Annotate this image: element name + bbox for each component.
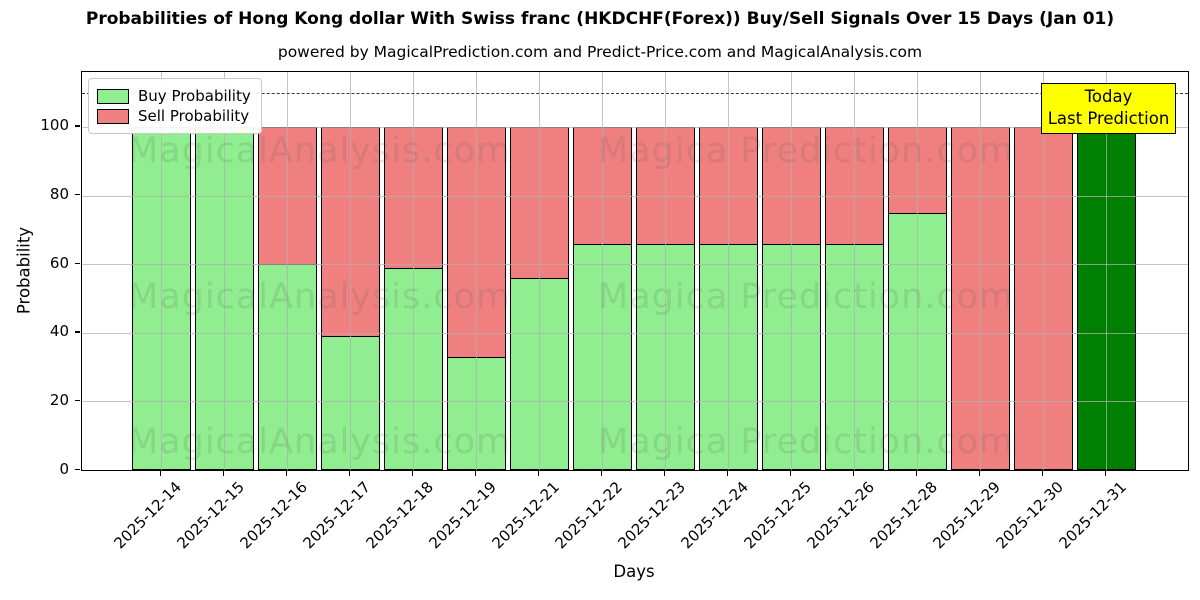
chart-title: Probabilities of Hong Kong dollar With S… — [85, 9, 1115, 29]
vertical-gridline — [287, 72, 288, 470]
vertical-gridline — [665, 72, 666, 470]
x-tick-mark — [790, 470, 792, 476]
x-tick-label: 2025-12-30 — [992, 478, 1067, 553]
vertical-gridline — [728, 72, 729, 470]
legend-label-buy: Buy Probability — [138, 87, 251, 105]
vertical-gridline — [1043, 72, 1044, 470]
x-tick-label: 2025-12-22 — [551, 478, 626, 553]
plot-area: Buy Probability Sell Probability Today L… — [81, 71, 1189, 471]
y-tick-label: 100 — [40, 116, 69, 135]
x-tick-mark — [160, 470, 162, 476]
x-tick-mark — [223, 470, 225, 476]
x-tick-mark — [286, 470, 288, 476]
x-tick-label: 2025-12-17 — [299, 478, 374, 553]
x-tick-mark — [1105, 470, 1107, 476]
x-tick-mark — [601, 470, 603, 476]
buy-swatch — [97, 88, 129, 104]
today-annotation-line1: Today — [1084, 87, 1133, 106]
x-axis-label: Days — [613, 562, 655, 581]
y-tick-label: 60 — [49, 253, 69, 272]
x-tick-label: 2025-12-21 — [488, 478, 563, 553]
legend: Buy Probability Sell Probability — [88, 78, 262, 134]
y-tick-mark — [75, 399, 80, 402]
x-tick-label: 2025-12-16 — [236, 478, 311, 553]
y-tick-label: 20 — [49, 390, 69, 409]
watermark-magicaprediction: Magica Prediction.com — [598, 277, 1015, 317]
x-tick-mark — [349, 470, 351, 476]
x-tick-mark — [1042, 470, 1044, 476]
vertical-gridline — [1106, 72, 1107, 470]
y-tick-mark — [75, 262, 80, 265]
vertical-gridline — [350, 72, 351, 470]
x-tick-label: 2025-12-25 — [740, 478, 815, 553]
legend-item-sell: Sell Probability — [97, 107, 251, 125]
dashed-threshold-line — [82, 92, 1188, 94]
y-tick-label: 0 — [59, 459, 69, 478]
x-tick-label: 2025-12-31 — [1055, 478, 1130, 553]
y-tick-mark — [75, 194, 80, 196]
legend-item-buy: Buy Probability — [97, 87, 251, 105]
vertical-gridline — [413, 72, 414, 470]
x-tick-label: 2025-12-23 — [614, 478, 689, 553]
y-tick-mark — [75, 468, 80, 470]
vertical-gridline — [539, 72, 540, 470]
today-annotation-line2: Last Prediction — [1047, 108, 1170, 128]
x-tick-mark — [664, 470, 666, 476]
watermark-magicaprediction: Magica Prediction.com — [598, 131, 1015, 171]
x-tick-label: 2025-12-24 — [677, 478, 752, 553]
x-tick-mark — [979, 470, 981, 476]
watermark-magicalanalysis: MagicalAnalysis.com — [128, 277, 512, 317]
watermark-magicaprediction: Magica Prediction.com — [598, 422, 1015, 462]
vertical-gridline — [161, 72, 162, 470]
horizontal-gridline — [82, 126, 1188, 128]
horizontal-gridline — [82, 264, 1188, 266]
x-tick-label: 2025-12-18 — [362, 478, 437, 553]
horizontal-gridline — [82, 195, 1188, 197]
vertical-gridline — [980, 72, 981, 470]
x-tick-mark — [475, 470, 477, 476]
vertical-gridline — [854, 72, 855, 470]
x-tick-label: 2025-12-26 — [803, 478, 878, 553]
vertical-gridline — [602, 72, 603, 470]
x-tick-label: 2025-12-14 — [110, 478, 185, 553]
y-tick-mark — [75, 125, 80, 127]
y-tick-mark — [75, 331, 80, 333]
vertical-gridline — [224, 72, 225, 470]
x-tick-label: 2025-12-19 — [425, 478, 500, 553]
chart-subtitle: powered by MagicalPrediction.com and Pre… — [277, 43, 923, 61]
watermark-magicalanalysis: MagicalAnalysis.com — [128, 422, 512, 462]
x-tick-mark — [916, 470, 918, 476]
y-tick-label: 40 — [49, 322, 69, 341]
x-tick-mark — [538, 470, 540, 476]
x-tick-label: 2025-12-28 — [866, 478, 941, 553]
y-tick-label: 80 — [49, 185, 69, 204]
sell-swatch — [97, 108, 129, 124]
x-tick-mark — [727, 470, 729, 476]
vertical-gridline — [791, 72, 792, 470]
vertical-gridline — [476, 72, 477, 470]
today-annotation: Today Last Prediction — [1041, 83, 1176, 134]
legend-label-sell: Sell Probability — [138, 107, 250, 125]
watermark-magicalanalysis: MagicalAnalysis.com — [128, 131, 512, 171]
vertical-gridline — [917, 72, 918, 470]
horizontal-gridline — [82, 401, 1188, 403]
x-tick-label: 2025-12-15 — [173, 478, 248, 553]
horizontal-gridline — [82, 332, 1188, 334]
x-tick-mark — [412, 470, 414, 476]
x-tick-mark — [853, 470, 855, 476]
x-tick-label: 2025-12-29 — [929, 478, 1004, 553]
